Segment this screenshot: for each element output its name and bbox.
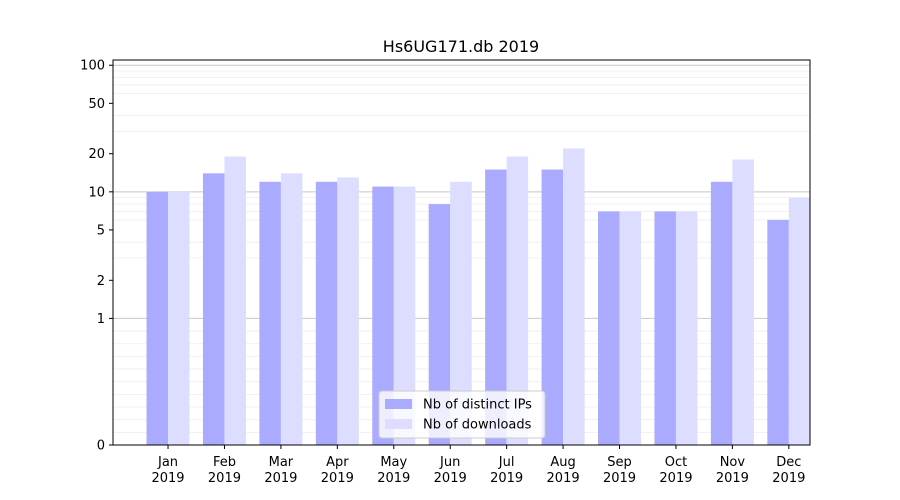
x-tick-label: Jun 2019 [434, 455, 467, 486]
bar-downloads [168, 191, 190, 445]
bar-distinct-ips [541, 169, 564, 445]
x-axis: Jan 2019 Feb 2019 Mar 2019 Apr 2019 May 2019 Jun 20… [151, 445, 805, 486]
x-tick-label: Aug 2019 [547, 455, 580, 486]
bar-distinct-ips [598, 211, 620, 445]
y-tick-label: 0 [97, 439, 105, 454]
bar-downloads [450, 181, 472, 445]
bar-distinct-ips [428, 204, 451, 445]
x-tick-label: Feb 2019 [208, 455, 241, 486]
y-axis: 0 1 2 5 10 20 50 100 [80, 59, 113, 454]
bar-distinct-ips [146, 191, 169, 445]
bar-downloads [506, 156, 529, 446]
legend-box [378, 390, 546, 439]
bar-downloads [393, 186, 416, 446]
bar-downloads [337, 177, 359, 446]
bar-downloads [224, 156, 246, 446]
bar-downloads [732, 159, 754, 445]
bar-distinct-ips [710, 181, 733, 445]
bar-distinct-ips [654, 211, 676, 445]
y-tick-label: 5 [97, 223, 105, 238]
x-tick-label: Mar 2019 [264, 455, 297, 486]
y-tick-label: 20 [88, 147, 105, 162]
y-tick-label: 50 [88, 97, 105, 112]
x-tick-label: May 2019 [377, 455, 410, 486]
legend: Nb of distinct IPs Nb of downloads [378, 390, 546, 439]
bars-layer [146, 148, 811, 446]
y-tick-label: 100 [80, 59, 105, 74]
legend-swatch [385, 399, 412, 409]
legend-label: Nb of downloads [423, 418, 532, 433]
x-tick-label: Apr 2019 [321, 455, 354, 486]
x-tick-label: Jul 2019 [490, 455, 523, 486]
y-tick-label: 1 [97, 312, 105, 327]
plot-frame [112, 59, 811, 446]
bar-distinct-ips [202, 173, 225, 445]
chart-title: Hs6UG171.db 2019 [383, 37, 539, 56]
legend-swatch [385, 419, 412, 429]
bar-downloads [675, 211, 698, 445]
bar-distinct-ips [372, 186, 394, 446]
x-tick-label: Nov 2019 [716, 455, 749, 486]
bar-distinct-ips [767, 219, 789, 445]
x-tick-label: Jan 2019 [151, 455, 184, 486]
legend-label: Nb of distinct IPs [423, 398, 532, 413]
bar-distinct-ips [259, 181, 281, 445]
y-tick-label: 10 [88, 185, 105, 200]
bar-downloads [280, 173, 303, 445]
y-tick-label: 2 [97, 274, 105, 289]
x-tick-label: Dec 2019 [772, 455, 805, 486]
bar-downloads [563, 148, 585, 445]
bar-distinct-ips [315, 181, 338, 445]
bar-downloads [619, 211, 642, 445]
x-tick-label: Oct 2019 [659, 455, 692, 486]
bar-downloads [788, 197, 811, 445]
x-tick-label: Sep 2019 [603, 455, 636, 486]
bar-distinct-ips [485, 169, 507, 445]
